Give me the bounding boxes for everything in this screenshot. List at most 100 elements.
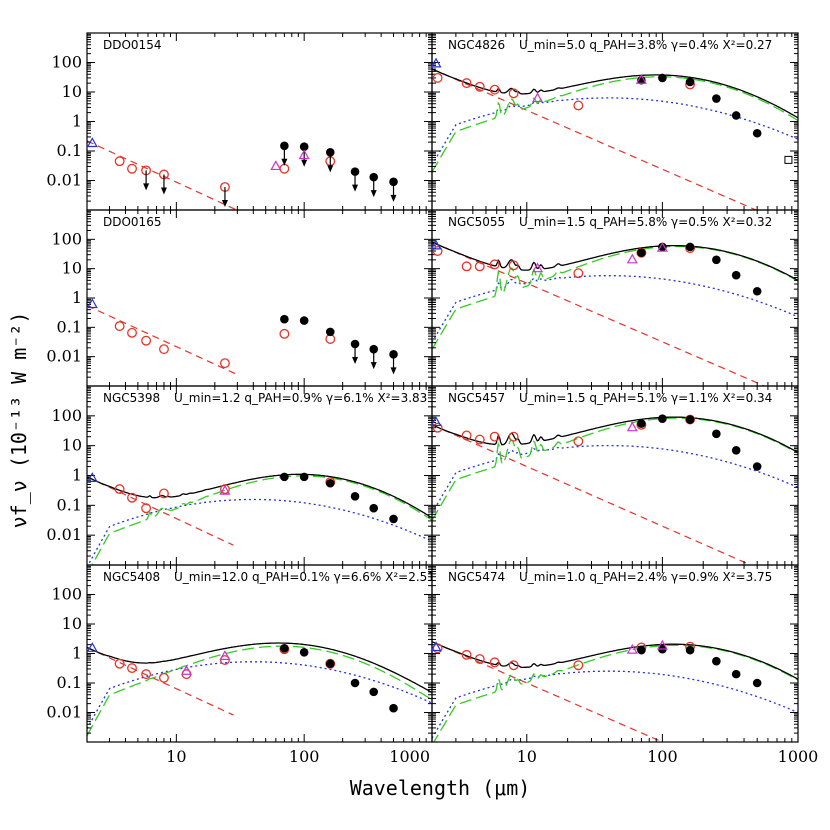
panel-fit-info: U_min=1.2 q_PAH=0.9% γ=6.1% X²=3.83: [174, 391, 427, 405]
photometry-point-open: [279, 328, 290, 339]
stellar-model-line: [432, 641, 664, 742]
upper-limit-arrow-head: [221, 200, 228, 208]
photometry-point-filled: [299, 647, 309, 657]
photometry-point-filled: [712, 429, 721, 439]
photometry-point-open: [432, 422, 443, 433]
photometry-point-filled: [325, 478, 335, 488]
photometry-point-open: [474, 434, 485, 445]
panel-name: NGC5474: [448, 570, 505, 584]
warm-dust-model-line: [87, 661, 432, 730]
photometry-point-filled: [685, 77, 695, 87]
data-markers: [86, 298, 398, 375]
panel-ngc4826: NGC4826 U_min=5.0 q_PAH=3.8% γ=0.4% X²=0.…: [430, 32, 799, 211]
y-tick-label: 0.01: [46, 703, 82, 722]
y-tick-label: 1: [72, 466, 82, 485]
y-tick-label: 100: [51, 585, 82, 604]
panel-frame: [431, 385, 799, 566]
photometry-point-open: [461, 649, 472, 660]
data-markers: [430, 639, 762, 688]
plot-area: [432, 416, 798, 565]
data-markers: [430, 414, 762, 471]
diffuse-dust-model-line: [433, 644, 798, 742]
photometry-point-open: [573, 436, 584, 447]
model-band-point: [656, 241, 668, 252]
panel-fit-info: U_min=1.5 q_PAH=5.8% γ=0.5% X²=0.32: [519, 215, 772, 229]
photometry-point-filled: [685, 415, 695, 424]
photometry-point-open: [573, 660, 584, 671]
panel-name: NGC4826: [448, 38, 505, 52]
panel-ngc5055: NGC5055 U_min=1.5 q_PAH=5.8% γ=0.5% X²=0.…: [430, 209, 799, 387]
model-band-point: [626, 421, 638, 432]
panel-frame: [86, 209, 433, 387]
photometry-point-filled: [712, 255, 721, 265]
model-band-point: [270, 160, 282, 171]
photometry-point-filled: [389, 703, 398, 713]
x-tick-label: 10: [166, 747, 186, 766]
photometry-point-open: [474, 654, 485, 664]
data-markers: [430, 57, 793, 164]
photometry-point-filled: [658, 414, 667, 424]
photometry-point-open: [141, 335, 152, 346]
photometry-point-open: [127, 492, 137, 503]
photometry-point-open: [127, 163, 137, 174]
y-tick-label: 10: [62, 82, 82, 101]
upper-limit-arrow-head: [143, 183, 150, 191]
upper-limit-arrow-head: [390, 194, 397, 202]
photometry-point-filled: [752, 462, 762, 471]
x-tick-label: 1000: [778, 747, 819, 766]
photometry-point-open: [432, 246, 443, 256]
photometry-point-open: [159, 344, 169, 355]
photometry-point-filled: [280, 314, 289, 324]
y-axis-label: νf_ν (10⁻¹³ W m⁻²): [7, 312, 31, 529]
panel-frame: [431, 209, 799, 387]
y-tick-label: 100: [51, 229, 82, 248]
panel-frame: [86, 564, 433, 743]
photometry-point-open: [461, 261, 472, 272]
photometry-point-open: [141, 503, 152, 514]
panel-name: NGC5398: [103, 391, 160, 405]
upper-limit-arrow-head: [352, 184, 359, 192]
y-tick-label: 100: [51, 53, 82, 72]
submm-point: [784, 155, 793, 164]
y-tick-label: 1: [72, 288, 82, 307]
panel-ngc5457: NGC5457 U_min=1.5 q_PAH=5.1% γ=1.1% X²=0.…: [430, 385, 799, 566]
ticks: [431, 386, 799, 565]
photometry-point-open: [141, 669, 152, 680]
photometry-point-open: [489, 84, 500, 95]
photometry-point-open: [489, 431, 500, 442]
photometry-point-filled: [637, 419, 646, 428]
upper-limit-arrow-head: [301, 159, 308, 167]
plot-area: [432, 68, 798, 210]
near-ir-point: [430, 239, 442, 250]
upper-limit-arrow-head: [160, 187, 167, 195]
model-band-point: [635, 74, 647, 84]
photometry-point-filled: [637, 248, 646, 258]
total-model-line: [432, 241, 798, 281]
panel-fit-info: U_min=12.0 q_PAH=0.1% γ=6.6% X²=2.51: [174, 570, 435, 584]
photometry-point-open: [508, 660, 519, 671]
ticks: [431, 565, 799, 742]
panel-fit-info: U_min=1.5 q_PAH=5.1% γ=1.1% X²=0.34: [519, 391, 772, 405]
panel-name: NGC5408: [103, 570, 160, 584]
total-model-line: [432, 68, 798, 119]
photometry-point-open: [114, 321, 125, 332]
panel-frame: [86, 385, 433, 566]
panel-ddo0154: 0.01 0.1 1 10 100 DDO0154: [46, 32, 433, 211]
panel-ddo0165: 0.01 0.1 1 10 100 DDO0165: [46, 209, 433, 387]
photometry-point-open: [461, 430, 472, 441]
photometry-point-filled: [369, 503, 379, 513]
photometry-point-filled: [299, 472, 309, 482]
y-tick-label: 0.01: [46, 525, 82, 544]
ticks: [86, 565, 433, 742]
photometry-point-filled: [731, 270, 741, 280]
near-ir-point: [86, 137, 98, 148]
photometry-point-filled: [752, 678, 762, 688]
photometry-point-filled: [389, 514, 398, 524]
panel-name: DDO0165: [103, 215, 161, 229]
photometry-point-filled: [685, 242, 695, 252]
photometry-point-open: [508, 88, 519, 99]
model-band-point: [656, 639, 668, 650]
warm-dust-model-line: [432, 97, 798, 166]
upper-limit-arrow-head: [390, 367, 397, 375]
